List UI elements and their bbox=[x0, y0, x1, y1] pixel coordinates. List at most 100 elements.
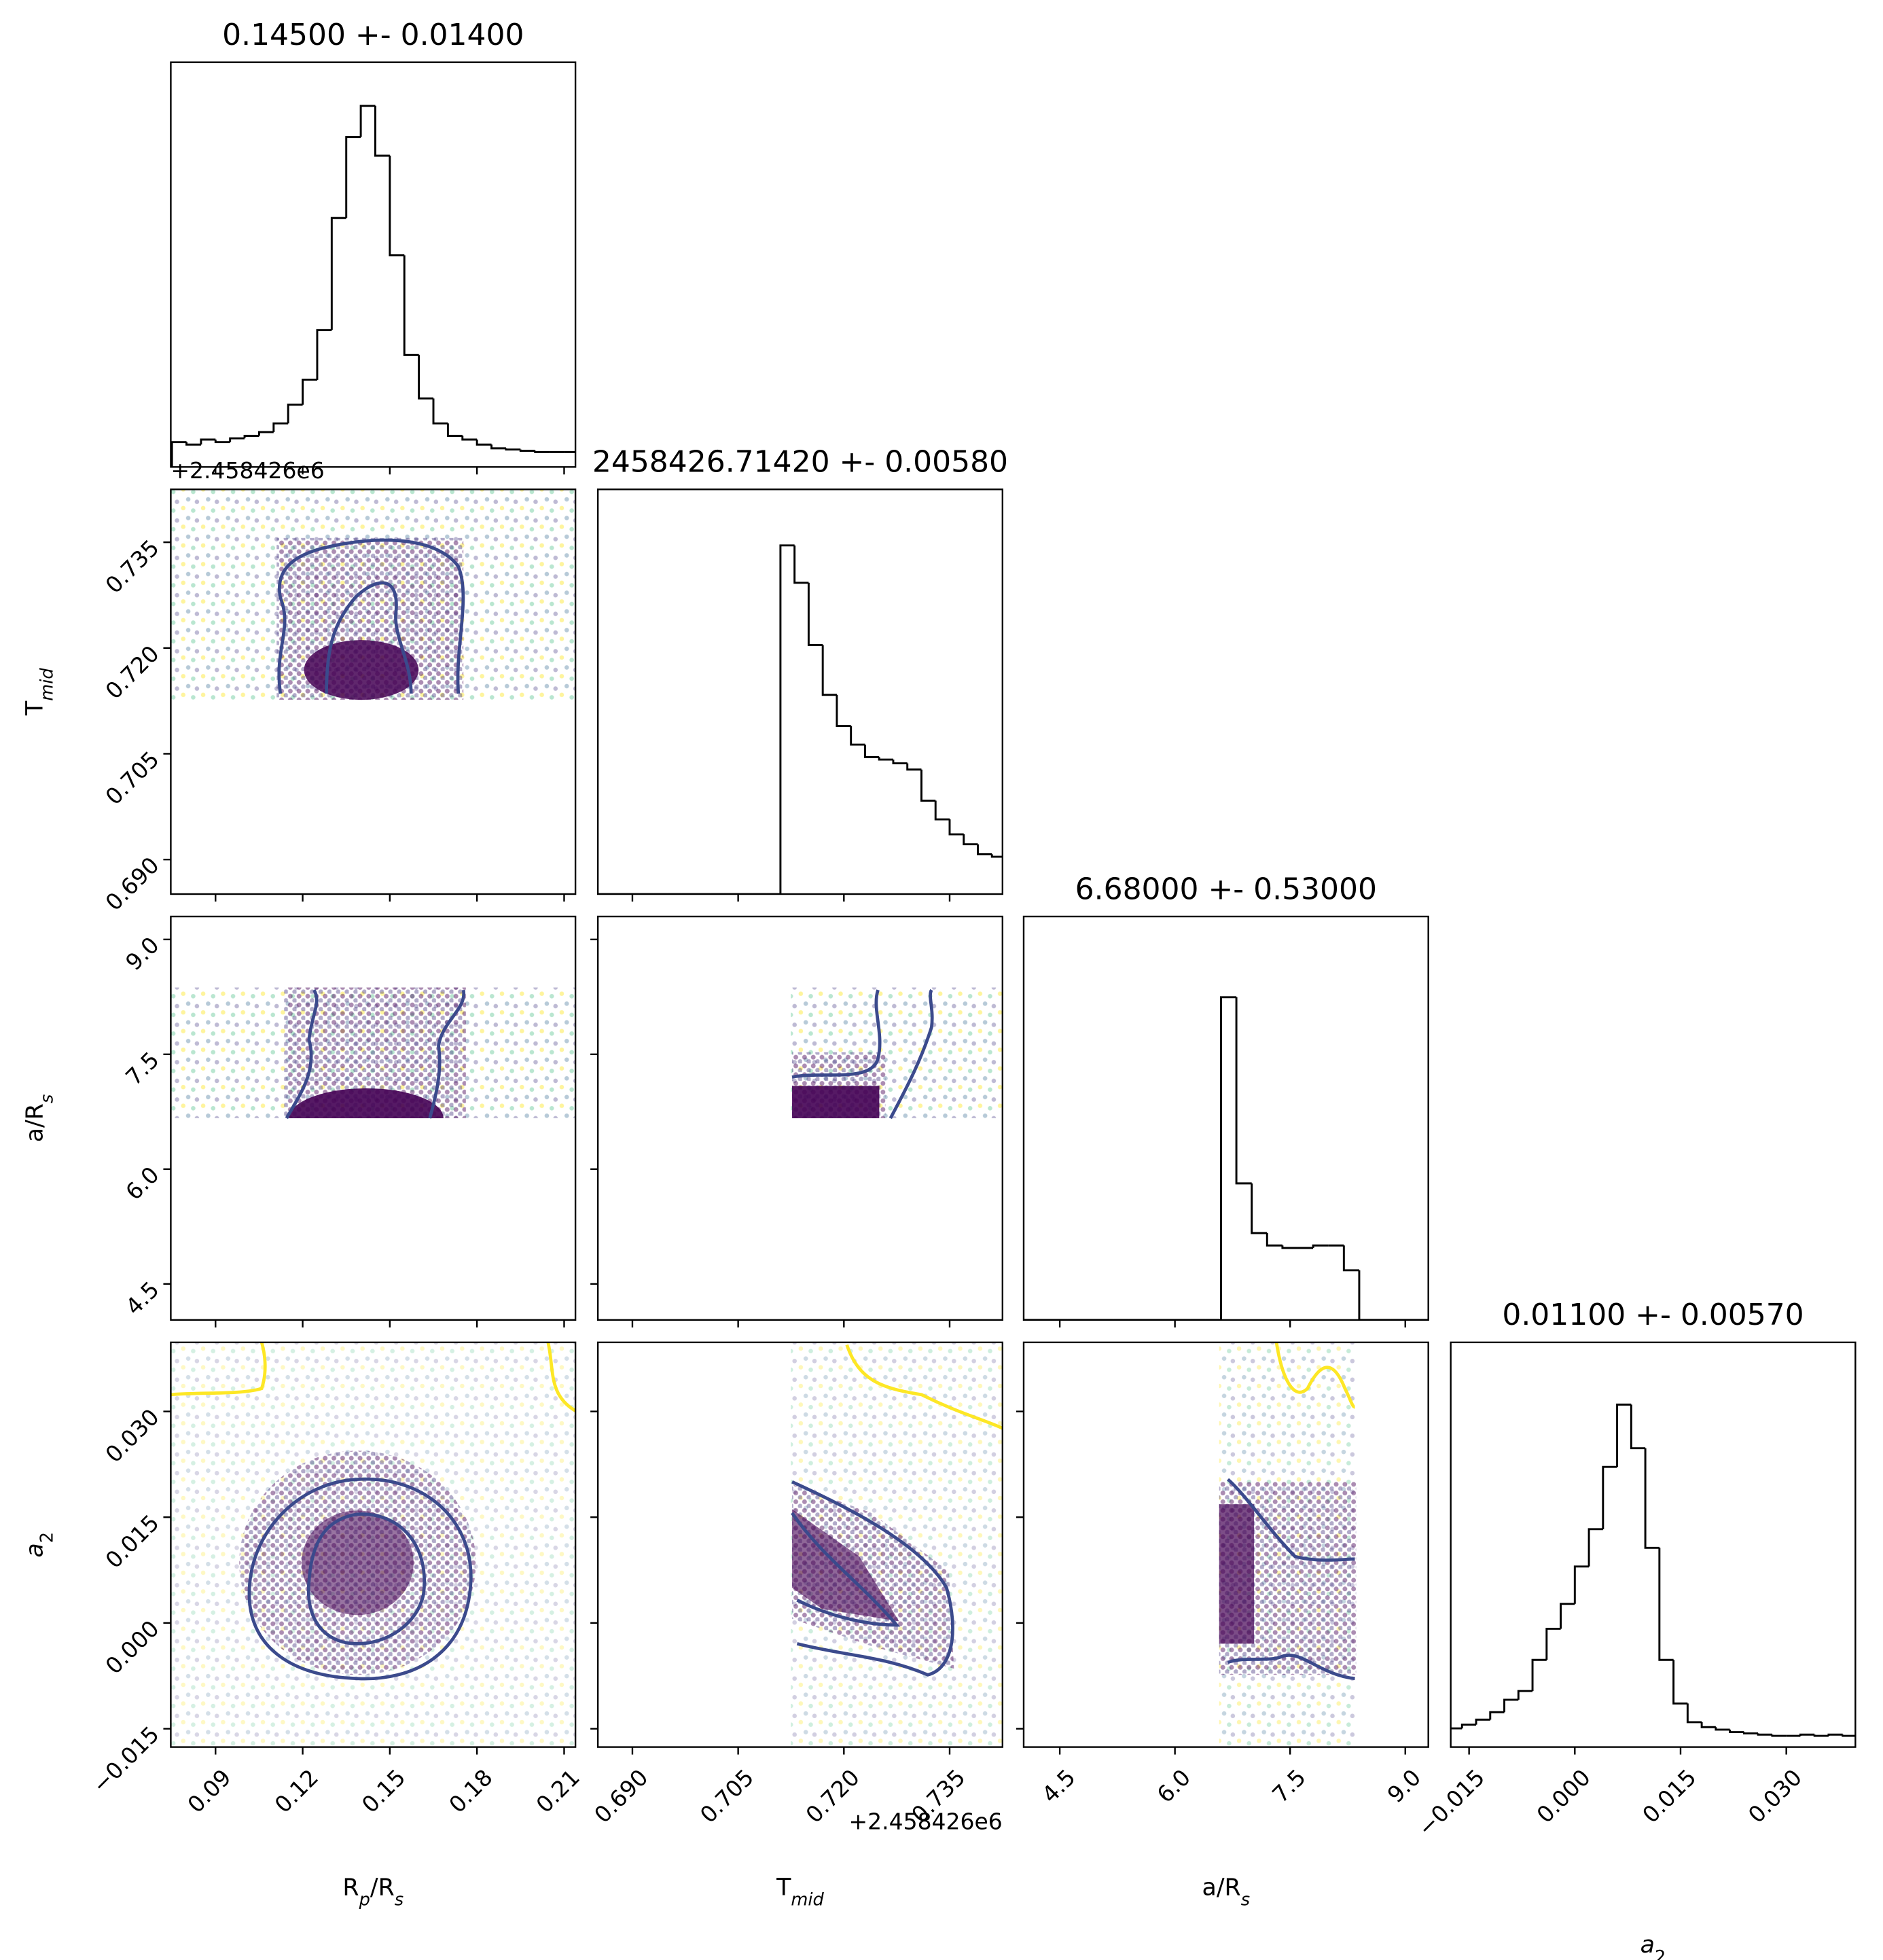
y-tick-label: 0.015 bbox=[100, 1510, 164, 1573]
hist-bin bbox=[1281, 1245, 1298, 1249]
histogram bbox=[598, 544, 1003, 895]
hist-bin bbox=[272, 422, 289, 433]
axis-label: Tmid bbox=[22, 668, 58, 716]
hist-bin bbox=[1686, 1703, 1702, 1724]
hist-bin bbox=[1560, 1603, 1575, 1629]
hist-bin bbox=[403, 255, 419, 356]
label-part: /R bbox=[370, 1874, 395, 1902]
x-offset-text: +2.458426e6 bbox=[849, 1808, 1003, 1835]
hist-bin bbox=[476, 440, 492, 446]
y-tick-label: 6.0 bbox=[120, 1161, 164, 1205]
y-offset-text: +2.458426e6 bbox=[171, 457, 324, 484]
y-tick-label: 4.5 bbox=[120, 1276, 164, 1320]
label-part: p bbox=[359, 1890, 370, 1910]
hist-bin bbox=[257, 431, 274, 436]
hist-bin bbox=[1700, 1722, 1716, 1728]
x-tick-label: 0.690 bbox=[589, 1764, 653, 1828]
hist-bin bbox=[892, 760, 908, 765]
label-part: T bbox=[22, 700, 49, 716]
x-tick-label: 0.705 bbox=[695, 1764, 759, 1828]
axis-label: a2 bbox=[22, 1532, 58, 1558]
y-tick-label: 0.000 bbox=[100, 1615, 164, 1679]
x-tick-label: 0.21 bbox=[531, 1764, 585, 1819]
y-tick-label: 0.690 bbox=[100, 852, 164, 916]
panel-frame bbox=[170, 61, 577, 468]
label-part: 2 bbox=[1655, 1947, 1666, 1960]
label-part: s bbox=[37, 1094, 58, 1103]
hist-bin bbox=[1588, 1528, 1603, 1567]
hist-bin bbox=[1517, 1690, 1533, 1700]
x-tick-label: 0.12 bbox=[270, 1764, 324, 1819]
hist-bin bbox=[330, 217, 346, 330]
hist-bin bbox=[243, 435, 259, 439]
y-tick-label: −0.015 bbox=[87, 1721, 164, 1798]
label-part: a bbox=[22, 1543, 49, 1557]
hist-bin bbox=[432, 398, 448, 425]
panel-frame bbox=[596, 488, 1004, 895]
histogram bbox=[1023, 996, 1429, 1320]
panel-frame bbox=[170, 915, 577, 1321]
hist-bin bbox=[490, 444, 506, 450]
hist-bin bbox=[1742, 1732, 1759, 1734]
hist-bin bbox=[1842, 1734, 1856, 1737]
x-tick-label: 0.18 bbox=[444, 1764, 498, 1819]
histogram bbox=[1450, 1404, 1856, 1737]
x-tick-label: 0.030 bbox=[1743, 1764, 1807, 1828]
hist-bin bbox=[1672, 1660, 1688, 1705]
x-tick-label: 4.5 bbox=[1037, 1764, 1081, 1808]
label-part: mid bbox=[791, 1890, 824, 1910]
hist-bin bbox=[1503, 1698, 1519, 1713]
panel-frame bbox=[170, 488, 577, 895]
hist-bin bbox=[1450, 1727, 1463, 1730]
hist-bin bbox=[990, 854, 1003, 858]
hist-bin bbox=[564, 450, 576, 453]
label-part: T bbox=[776, 1874, 791, 1902]
histogram bbox=[171, 105, 576, 467]
panel-frame bbox=[1022, 915, 1429, 1321]
panel-title: 0.14500 +- 0.01400 bbox=[222, 18, 524, 52]
hist-bin bbox=[214, 440, 230, 444]
hist-bin bbox=[1545, 1627, 1561, 1660]
label-part: R bbox=[342, 1874, 359, 1902]
hist-bin bbox=[821, 645, 837, 696]
hist-bin bbox=[345, 136, 361, 218]
panel-frame bbox=[170, 1341, 577, 1748]
x-tick-label: −0.015 bbox=[1412, 1764, 1490, 1842]
hist-bin bbox=[1475, 1718, 1490, 1725]
hist-bin bbox=[287, 404, 303, 424]
hist-bin bbox=[779, 544, 795, 895]
hist-bin bbox=[1771, 1734, 1787, 1737]
hist-bin bbox=[185, 442, 201, 446]
hist-bin bbox=[1235, 997, 1252, 1185]
hist-bin bbox=[446, 423, 463, 437]
hist-bin bbox=[374, 105, 390, 157]
hist-bin bbox=[1658, 1548, 1674, 1661]
hist-bin bbox=[948, 819, 964, 836]
hist-bin bbox=[1602, 1465, 1617, 1529]
hist-bin bbox=[1630, 1404, 1646, 1450]
x-tick-label: 0.15 bbox=[357, 1764, 411, 1819]
label-part: a bbox=[1640, 1931, 1655, 1959]
axis-label: a2 bbox=[1640, 1931, 1666, 1960]
y-tick-label: 0.720 bbox=[100, 640, 164, 704]
label-part: 2 bbox=[37, 1532, 58, 1543]
y-tick-label: 7.5 bbox=[120, 1046, 164, 1090]
hist-bin bbox=[1460, 1724, 1477, 1729]
y-tick-label: 0.030 bbox=[100, 1404, 164, 1467]
panel-title: 2458426.71420 +- 0.00580 bbox=[592, 445, 1008, 480]
hist-bin bbox=[1827, 1733, 1843, 1736]
hist-bin bbox=[1813, 1734, 1829, 1737]
x-tick-label: 6.0 bbox=[1151, 1764, 1196, 1808]
label-part: a/R bbox=[1202, 1874, 1240, 1902]
axis-label: a/Rs bbox=[22, 1094, 58, 1143]
hist-bin bbox=[977, 844, 992, 855]
axis-label: Rp/Rs bbox=[342, 1874, 404, 1910]
hist-bin bbox=[963, 834, 978, 846]
hist-bin bbox=[1715, 1727, 1730, 1731]
hist-bin bbox=[1342, 1245, 1359, 1272]
hist-bin bbox=[171, 441, 187, 467]
panel-frame bbox=[1022, 1341, 1429, 1748]
hist-bin bbox=[1312, 1244, 1329, 1248]
